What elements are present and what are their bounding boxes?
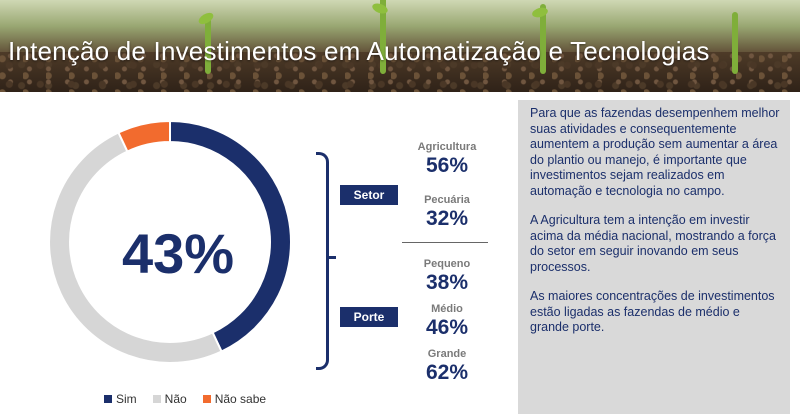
legend-item-nao: Não xyxy=(152,392,187,406)
donut-chart xyxy=(48,119,292,364)
page-title: Intenção de Investimentos em Automatizaç… xyxy=(8,36,710,66)
legend-item-nao-sabe: Não sabe xyxy=(202,392,267,406)
info-paragraph: As maiores concentrações de investimento… xyxy=(530,289,775,334)
leaf-image xyxy=(370,1,390,16)
soil-background xyxy=(0,52,800,92)
sprout-image xyxy=(732,12,738,74)
donut-center-value: 43% xyxy=(121,222,235,285)
legend-label-nao-sabe: Não sabe xyxy=(214,392,267,406)
stat-value: 32% xyxy=(425,207,469,230)
legend-swatch-sim xyxy=(104,395,112,403)
stat-name: Médio xyxy=(431,303,463,315)
stat-pecuaria: Pecuária 32% xyxy=(401,193,493,231)
divider xyxy=(402,242,488,243)
setor-label: Setor xyxy=(340,185,398,205)
legend-label-nao: Não xyxy=(164,392,187,406)
info-paragraph: Para que as fazendas desempenhem melhor … xyxy=(530,106,780,198)
bracket-tick xyxy=(326,256,336,259)
chart-legend: Sim Não Não sabe xyxy=(104,392,266,406)
stat-value: 56% xyxy=(425,154,469,177)
legend-swatch-nao xyxy=(152,395,161,403)
legend-label-sim: Sim xyxy=(116,392,137,406)
stat-agricultura: Agricultura 56% xyxy=(401,140,493,178)
stat-name: Agricultura xyxy=(417,141,477,153)
info-panel: Para que as fazendas desempenhem melhor … xyxy=(518,100,790,414)
stat-value: 46% xyxy=(425,316,469,339)
legend-item-sim: Sim xyxy=(104,392,137,406)
stat-grande: Grande 62% xyxy=(401,347,493,385)
sprout-image xyxy=(380,0,386,74)
stat-pequeno: Pequeno 38% xyxy=(401,257,493,295)
stat-value: 38% xyxy=(425,271,469,294)
sprout-image xyxy=(540,4,546,74)
stat-name: Grande xyxy=(427,348,467,360)
legend-swatch-nao-sabe xyxy=(202,395,211,403)
stat-medio: Médio 46% xyxy=(401,302,493,340)
stat-value: 62% xyxy=(425,361,469,384)
stat-name: Pecuária xyxy=(424,194,470,206)
sprout-image xyxy=(205,14,211,74)
donut-slice-n-o-sabe xyxy=(117,119,171,153)
leaf-image xyxy=(531,6,549,19)
stat-name: Pequeno xyxy=(423,258,471,270)
porte-label: Porte xyxy=(340,307,398,327)
header-banner: Intenção de Investimentos em Automatizaç… xyxy=(0,0,800,92)
bracket-right xyxy=(316,152,329,370)
info-paragraph: A Agricultura tem a intenção em investir… xyxy=(530,213,776,274)
